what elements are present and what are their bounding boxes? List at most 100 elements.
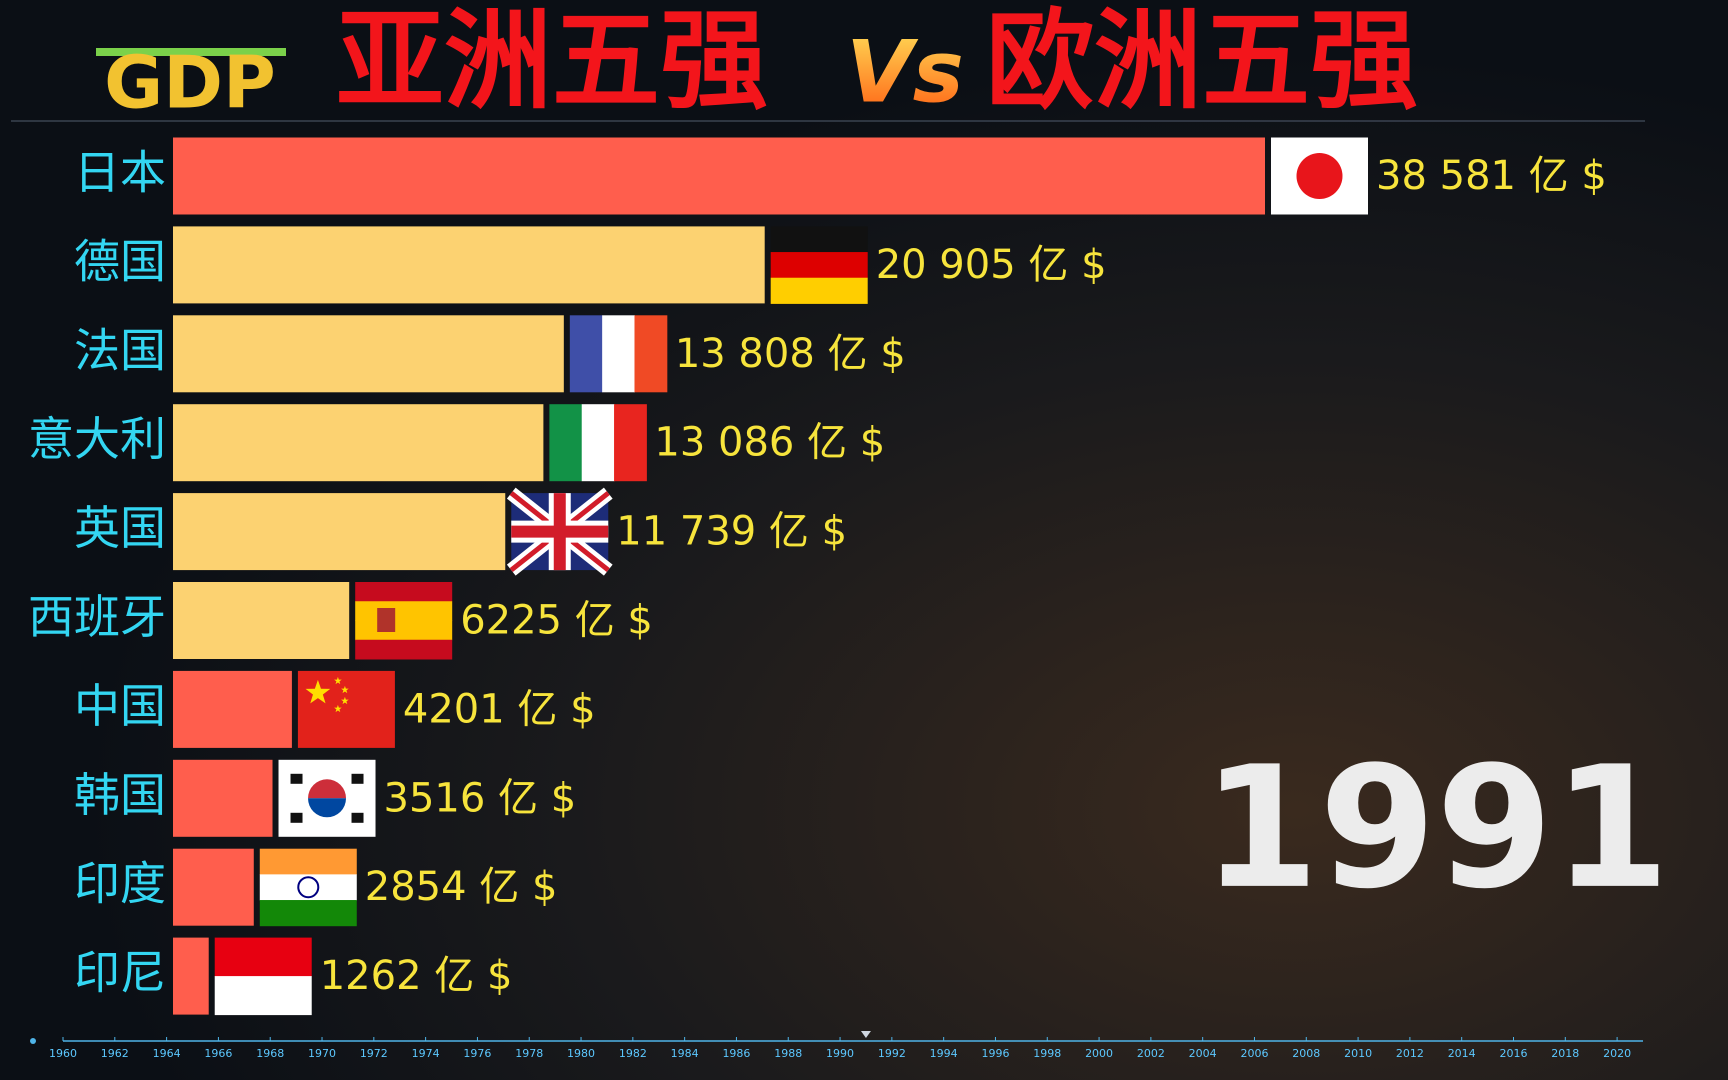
year-label: 1991 <box>1202 730 1670 926</box>
category-label: 西班牙 <box>28 590 166 644</box>
value-label: 6225 亿 $ <box>460 598 653 644</box>
value-label: 13 808 亿 $ <box>675 331 906 377</box>
flag-stripe <box>614 404 647 482</box>
timeline-tick-label: 1994 <box>930 1047 958 1060</box>
flag-stripe <box>259 874 357 901</box>
timeline-tick-label: 1972 <box>360 1047 388 1060</box>
category-label: 法国 <box>74 323 166 377</box>
value-label: 1262 亿 $ <box>320 953 513 999</box>
flag <box>506 487 613 576</box>
timeline-tick-label: 1984 <box>671 1047 699 1060</box>
timeline-start <box>30 1038 36 1044</box>
flag-taeguk <box>308 779 347 799</box>
timeline-tick-label: 2016 <box>1499 1047 1527 1060</box>
timeline-tick-label: 1962 <box>101 1047 129 1060</box>
flag-disc <box>1296 153 1343 199</box>
flag <box>569 315 668 393</box>
timeline-tick-label: 2000 <box>1085 1047 1113 1060</box>
title-vs: Vs <box>846 22 964 122</box>
flag-stripe <box>355 582 453 602</box>
flag <box>355 582 453 660</box>
timeline-marker <box>860 1031 871 1038</box>
timeline-tick-label: 1960 <box>49 1047 77 1060</box>
flag <box>1271 137 1368 215</box>
timeline-tick-label: 1996 <box>981 1047 1009 1060</box>
timeline-tick-label: 1988 <box>774 1047 802 1060</box>
flag-stripe <box>259 900 357 927</box>
flag-taeguk <box>308 798 347 818</box>
timeline-tick-label: 2008 <box>1292 1047 1320 1060</box>
bar <box>173 137 1265 215</box>
category-label: 印尼 <box>74 946 166 1000</box>
category-label: 日本 <box>74 146 166 200</box>
timeline-tick-label: 2020 <box>1603 1047 1631 1060</box>
bar <box>173 315 564 393</box>
category-label: 中国 <box>74 679 166 733</box>
logo-leaf <box>96 48 286 56</box>
flag-stripe <box>569 315 603 393</box>
flag-trigram <box>290 812 303 823</box>
bar <box>173 582 350 659</box>
flag-stripe <box>770 252 868 279</box>
flag-field <box>297 670 395 748</box>
flag-stripe <box>770 277 868 304</box>
flag-stripe <box>355 601 453 621</box>
value-label: 4201 亿 $ <box>403 686 596 732</box>
logo: GDP <box>96 41 286 125</box>
flag-emblem <box>377 608 396 632</box>
timeline-tick-label: 1992 <box>878 1047 906 1060</box>
timeline-tick-label: 1990 <box>826 1047 854 1060</box>
flag <box>214 937 312 1016</box>
timeline-tick-label: 2012 <box>1396 1047 1424 1060</box>
flag <box>549 404 647 482</box>
timeline-tick-label: 2018 <box>1551 1047 1579 1060</box>
timeline-tick-label: 1970 <box>308 1047 336 1060</box>
category-label: 韩国 <box>74 768 166 822</box>
category-label: 德国 <box>74 234 166 288</box>
timeline-tick-label: 2006 <box>1240 1047 1268 1060</box>
bar <box>173 848 254 926</box>
logo-text: GDP <box>104 41 276 125</box>
flag <box>297 670 395 748</box>
timeline-tick-label: 1986 <box>722 1047 750 1060</box>
timeline-tick-label: 1968 <box>256 1047 284 1060</box>
flag-stripe <box>214 976 312 1016</box>
flag-star <box>305 676 349 713</box>
flag-stripe <box>355 639 453 660</box>
timeline-tick-label: 2002 <box>1137 1047 1165 1060</box>
flag-cross <box>511 493 609 571</box>
bar <box>173 404 544 482</box>
bar <box>173 226 765 304</box>
flag-stripe <box>581 404 615 482</box>
bar <box>173 759 273 837</box>
flag-stripe <box>770 226 868 253</box>
flag-stripe <box>634 315 668 393</box>
flag <box>770 226 868 304</box>
flag-trigram <box>351 812 364 823</box>
timeline-tick-label: 1966 <box>204 1047 232 1060</box>
category-label: 英国 <box>74 501 166 555</box>
value-label: 3516 亿 $ <box>384 775 577 821</box>
value-label: 2854 亿 $ <box>365 864 558 910</box>
flag-stripe <box>214 937 312 977</box>
timeline-tick-label: 2010 <box>1344 1047 1372 1060</box>
title-left: 亚洲五强 <box>336 0 768 124</box>
flag-trigram <box>351 773 364 784</box>
timeline-tick-label: 1974 <box>412 1047 440 1060</box>
timeline-tick-label: 1998 <box>1033 1047 1061 1060</box>
bar <box>173 670 292 748</box>
flag-trigram <box>290 773 303 784</box>
flag <box>259 848 357 927</box>
timeline-tick-label: 1978 <box>515 1047 543 1060</box>
flag-stripe <box>602 315 635 393</box>
timeline-tick-label: 1982 <box>619 1047 647 1060</box>
timeline-tick-label: 1964 <box>153 1047 181 1060</box>
category-label: 印度 <box>74 857 166 911</box>
flag-wheel <box>297 876 320 899</box>
value-label: 20 905 亿 $ <box>876 242 1107 288</box>
value-label: 13 086 亿 $ <box>654 420 885 466</box>
timeline-tick-label: 1980 <box>567 1047 595 1060</box>
flag-stripe <box>355 620 453 641</box>
